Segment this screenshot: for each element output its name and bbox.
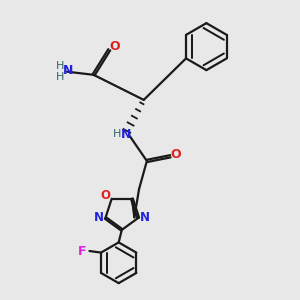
Text: F: F	[78, 244, 86, 257]
Text: H: H	[113, 129, 121, 139]
Text: H: H	[56, 61, 64, 71]
Text: O: O	[100, 189, 110, 202]
Text: H: H	[56, 72, 64, 82]
Text: O: O	[171, 148, 181, 161]
Text: N: N	[94, 212, 104, 224]
Text: N: N	[121, 128, 132, 141]
Text: N: N	[63, 64, 74, 76]
Text: N: N	[140, 212, 149, 224]
Text: O: O	[110, 40, 120, 53]
